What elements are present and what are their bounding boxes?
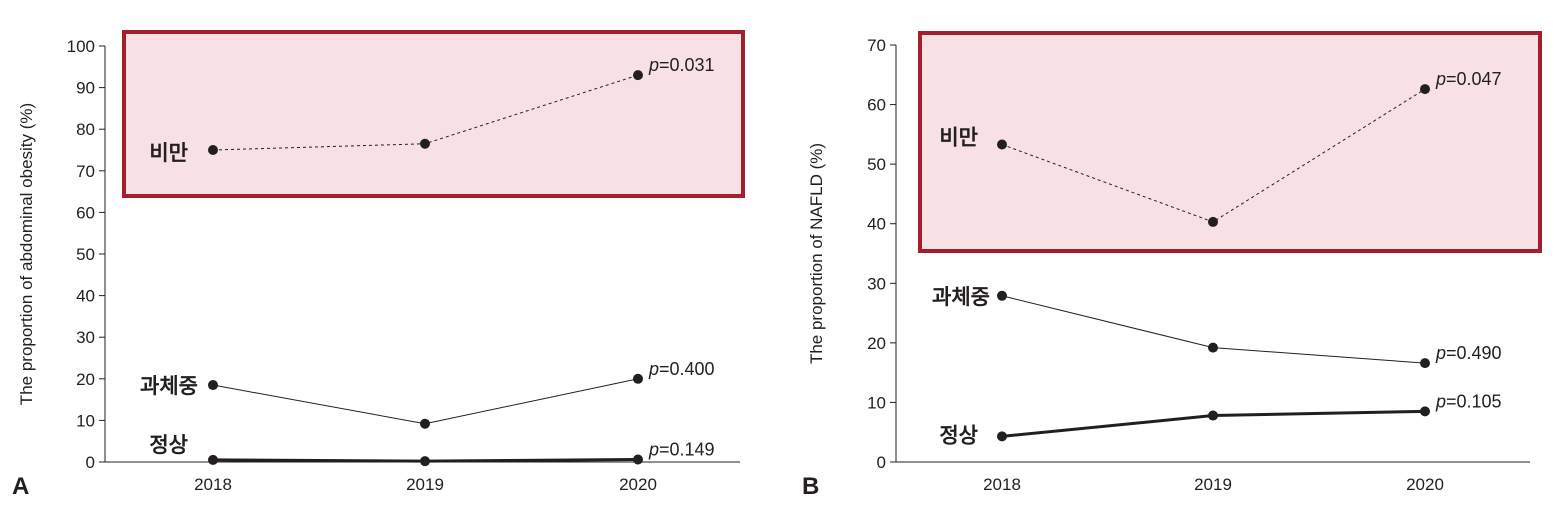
p-symbol: p: [648, 440, 659, 460]
y-axis-title: The proportion of abdominal obesity (%): [17, 103, 36, 405]
data-point: [1208, 342, 1218, 353]
data-point: [997, 290, 1007, 301]
p-symbol: p: [1435, 343, 1446, 363]
y-tick-label: 60: [76, 203, 95, 222]
chart-panel-b: 0 10 20 30 40 50 60 70 2018 2019 2020 The proportio…: [802, 31, 1542, 500]
data-point: [633, 454, 643, 465]
data-point: [420, 138, 430, 149]
series-name-label: 비만: [939, 125, 978, 149]
data-point: [997, 139, 1007, 150]
y-tick-label: 40: [76, 287, 95, 306]
data-point: [1420, 358, 1430, 369]
p-value: =0.400: [659, 359, 715, 379]
data-point: [208, 454, 218, 465]
y-tick-label: 70: [76, 162, 95, 181]
data-point: [1420, 406, 1430, 417]
series-name-label: 정상: [939, 423, 978, 447]
data-point: [420, 418, 430, 429]
p-symbol: p: [648, 55, 659, 75]
y-tick-label: 70: [867, 36, 886, 55]
x-tick-label: 2020: [1406, 475, 1444, 494]
p-symbol: p: [1435, 391, 1446, 411]
x-tick-label: 2020: [619, 475, 657, 494]
series-name-label: 비만: [149, 141, 188, 165]
data-point: [1420, 84, 1430, 95]
series-name-label: 과체중: [140, 374, 198, 398]
x-tick-label: 2018: [194, 475, 232, 494]
y-tick-label: 40: [867, 215, 886, 234]
p-symbol: p: [648, 359, 659, 379]
panel-label: B: [802, 473, 819, 500]
p-symbol: p: [1435, 69, 1446, 89]
data-point: [208, 145, 218, 155]
data-point: [420, 456, 430, 467]
p-value: =0.105: [1446, 391, 1502, 411]
y-tick-label: 10: [867, 393, 886, 412]
p-value-label: p=0.105: [1435, 391, 1502, 411]
p-value-label: p=0.047: [1435, 69, 1502, 89]
series-name-label: 정상: [149, 433, 188, 457]
panel-label: A: [12, 473, 29, 500]
y-tick-label: 20: [867, 334, 886, 353]
y-tick-label: 80: [76, 120, 95, 139]
y-tick-label: 30: [76, 328, 95, 347]
p-value: =0.031: [659, 55, 715, 75]
x-tick-label: 2019: [1194, 475, 1232, 494]
p-value: =0.490: [1446, 343, 1502, 363]
obesity-highlight-box: [122, 30, 745, 198]
y-tick-label: 20: [76, 370, 95, 389]
series-line-1: [1001, 295, 1426, 364]
data-point: [997, 431, 1007, 442]
y-tick-label: 90: [76, 79, 95, 98]
y-tick-label: 50: [867, 155, 886, 174]
data-point: [208, 380, 218, 391]
y-tick-label: 30: [867, 274, 886, 293]
chart-panel-a: 0 10 20 30 40 50 60 70 80 90 100 2018 2019 2020 The pr…: [12, 30, 745, 500]
y-tick-label: 50: [76, 245, 95, 264]
y-tick-label: 10: [76, 411, 95, 430]
p-value-label: p=0.031: [648, 55, 715, 75]
data-point: [1208, 216, 1218, 227]
y-tick-label: 0: [86, 453, 95, 472]
p-value-label: p=0.400: [648, 359, 715, 379]
x-tick-label: 2018: [983, 475, 1021, 494]
p-value-label: p=0.490: [1435, 343, 1502, 363]
p-value: =0.047: [1446, 69, 1502, 89]
data-point: [633, 373, 643, 384]
x-tick-label: 2019: [406, 475, 444, 494]
obesity-highlight-box: [918, 31, 1542, 253]
p-value-label: p=0.149: [648, 440, 715, 460]
y-tick-label: 60: [867, 96, 886, 115]
series-line-1: [212, 378, 639, 425]
y-tick-label: 100: [67, 37, 95, 56]
series-name-label: 과체중: [932, 285, 990, 309]
y-tick-label: 0: [877, 453, 886, 472]
data-point: [633, 70, 643, 81]
p-value: =0.149: [659, 440, 715, 460]
data-point: [1208, 410, 1218, 421]
y-axis-title: The proportion of NAFLD (%): [807, 143, 826, 364]
